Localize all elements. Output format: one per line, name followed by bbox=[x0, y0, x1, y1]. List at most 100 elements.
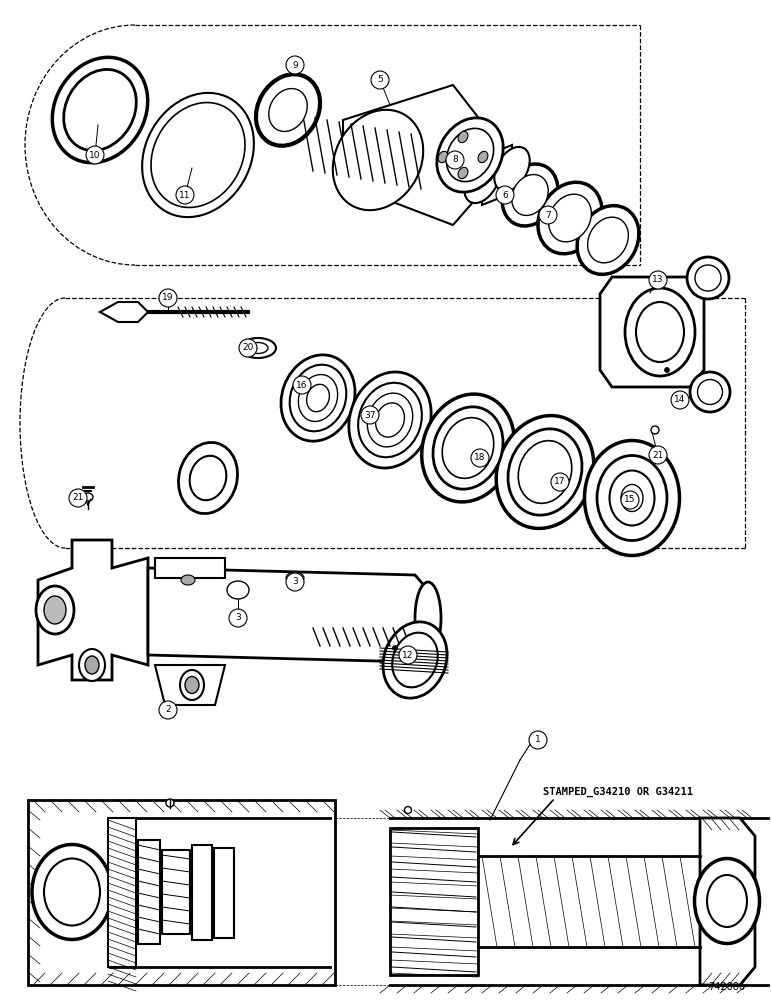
Ellipse shape bbox=[433, 407, 503, 489]
Text: 2: 2 bbox=[165, 706, 171, 714]
Bar bbox=[28, 800, 335, 985]
Text: 3: 3 bbox=[292, 578, 298, 586]
Ellipse shape bbox=[687, 257, 729, 299]
Ellipse shape bbox=[458, 131, 468, 143]
Ellipse shape bbox=[178, 442, 238, 514]
Circle shape bbox=[159, 701, 177, 719]
Ellipse shape bbox=[503, 164, 557, 226]
Ellipse shape bbox=[79, 649, 105, 681]
Circle shape bbox=[286, 56, 304, 74]
Ellipse shape bbox=[695, 265, 721, 291]
Ellipse shape bbox=[227, 581, 249, 599]
Ellipse shape bbox=[358, 383, 422, 457]
Text: 1: 1 bbox=[535, 736, 541, 744]
Ellipse shape bbox=[437, 118, 503, 192]
Text: 12: 12 bbox=[402, 650, 414, 660]
Circle shape bbox=[239, 339, 257, 357]
Circle shape bbox=[496, 186, 514, 204]
Circle shape bbox=[621, 491, 639, 509]
Text: 7: 7 bbox=[545, 211, 551, 220]
Bar bbox=[192, 845, 212, 940]
Circle shape bbox=[286, 573, 304, 591]
Polygon shape bbox=[343, 85, 488, 225]
Ellipse shape bbox=[464, 159, 499, 203]
Ellipse shape bbox=[256, 74, 320, 146]
Circle shape bbox=[69, 489, 87, 507]
Bar bbox=[108, 818, 136, 967]
Ellipse shape bbox=[690, 372, 730, 412]
Ellipse shape bbox=[286, 572, 304, 584]
Ellipse shape bbox=[180, 670, 204, 700]
Polygon shape bbox=[600, 277, 704, 387]
Ellipse shape bbox=[442, 418, 494, 478]
Ellipse shape bbox=[85, 656, 99, 674]
Ellipse shape bbox=[248, 342, 268, 354]
Circle shape bbox=[176, 186, 194, 204]
Bar bbox=[390, 828, 478, 975]
Polygon shape bbox=[155, 665, 225, 705]
Ellipse shape bbox=[496, 416, 594, 528]
Bar bbox=[138, 840, 160, 944]
Text: 15: 15 bbox=[625, 495, 636, 504]
Ellipse shape bbox=[333, 110, 423, 210]
Circle shape bbox=[371, 71, 389, 89]
Text: 3: 3 bbox=[235, 613, 241, 622]
Ellipse shape bbox=[597, 456, 667, 540]
Ellipse shape bbox=[44, 858, 100, 926]
Ellipse shape bbox=[392, 646, 398, 650]
Ellipse shape bbox=[621, 485, 643, 512]
Text: 21: 21 bbox=[73, 493, 83, 502]
Ellipse shape bbox=[636, 302, 684, 362]
Ellipse shape bbox=[665, 367, 669, 372]
Ellipse shape bbox=[32, 844, 112, 940]
Ellipse shape bbox=[494, 147, 530, 191]
Ellipse shape bbox=[367, 393, 413, 447]
Circle shape bbox=[671, 391, 689, 409]
Ellipse shape bbox=[185, 676, 199, 694]
Circle shape bbox=[551, 473, 569, 491]
Ellipse shape bbox=[577, 206, 639, 274]
Text: 20: 20 bbox=[242, 344, 254, 353]
Text: 19: 19 bbox=[162, 294, 174, 302]
Ellipse shape bbox=[298, 375, 337, 421]
Ellipse shape bbox=[383, 622, 447, 698]
Ellipse shape bbox=[695, 858, 760, 944]
Text: 9: 9 bbox=[292, 60, 298, 70]
Ellipse shape bbox=[375, 403, 405, 437]
Ellipse shape bbox=[181, 575, 195, 585]
Ellipse shape bbox=[587, 217, 628, 263]
Circle shape bbox=[361, 406, 379, 424]
Ellipse shape bbox=[512, 175, 548, 215]
Ellipse shape bbox=[610, 471, 655, 526]
Circle shape bbox=[159, 289, 177, 307]
Ellipse shape bbox=[707, 875, 747, 927]
Ellipse shape bbox=[549, 194, 591, 242]
Polygon shape bbox=[155, 558, 225, 578]
Ellipse shape bbox=[538, 182, 602, 254]
Text: 742086: 742086 bbox=[708, 982, 745, 992]
Ellipse shape bbox=[651, 426, 659, 434]
Text: 13: 13 bbox=[652, 275, 664, 284]
Circle shape bbox=[539, 206, 557, 224]
Circle shape bbox=[229, 609, 247, 627]
Circle shape bbox=[649, 271, 667, 289]
Ellipse shape bbox=[44, 596, 66, 624]
Ellipse shape bbox=[422, 394, 514, 502]
Ellipse shape bbox=[438, 151, 448, 163]
Bar bbox=[162, 850, 190, 934]
Polygon shape bbox=[38, 540, 148, 680]
Text: 8: 8 bbox=[452, 155, 458, 164]
Circle shape bbox=[446, 151, 464, 169]
Ellipse shape bbox=[83, 493, 93, 501]
Text: 14: 14 bbox=[674, 395, 686, 404]
Ellipse shape bbox=[269, 89, 307, 131]
Ellipse shape bbox=[290, 365, 347, 431]
Ellipse shape bbox=[63, 69, 137, 151]
Ellipse shape bbox=[142, 93, 254, 217]
Ellipse shape bbox=[392, 633, 438, 687]
Text: 17: 17 bbox=[554, 478, 566, 487]
Text: 10: 10 bbox=[90, 150, 101, 159]
Bar bbox=[214, 848, 234, 938]
Ellipse shape bbox=[306, 384, 330, 412]
Ellipse shape bbox=[508, 429, 582, 515]
